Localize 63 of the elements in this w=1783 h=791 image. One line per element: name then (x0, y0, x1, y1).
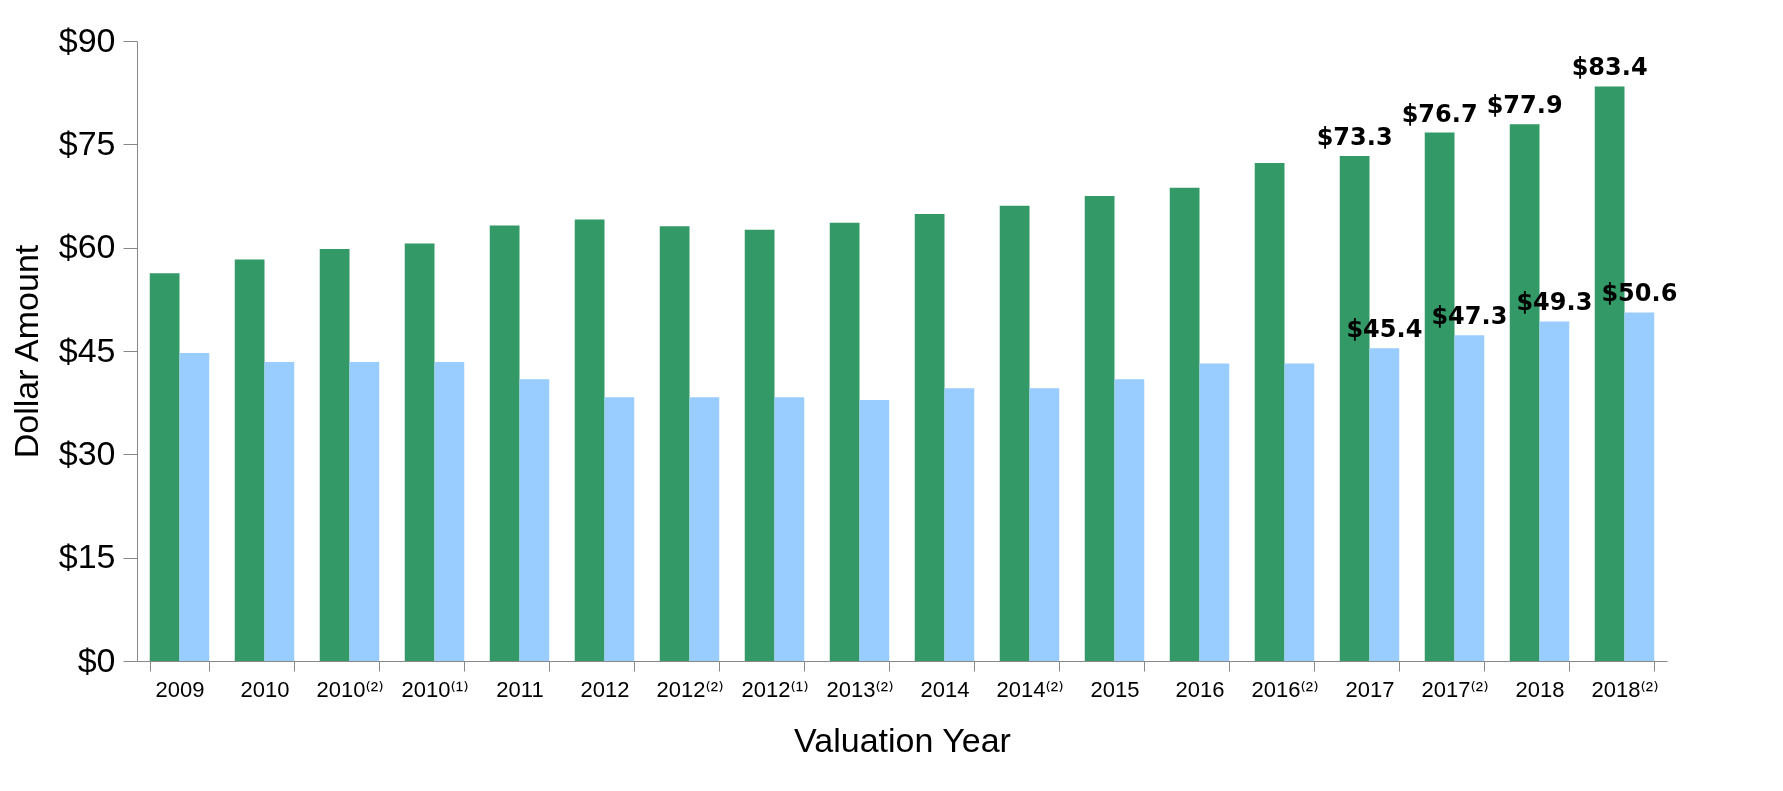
x-tick-label: 2016⁽²⁾ (1251, 676, 1319, 702)
bar (1254, 162, 1285, 661)
y-tick-label: $15 (58, 537, 116, 576)
bar (659, 226, 690, 661)
bar (1114, 379, 1145, 661)
bar (774, 397, 805, 661)
bar (744, 229, 775, 661)
x-tick-label: 2017⁽²⁾ (1421, 676, 1489, 702)
y-tick-label: $45 (58, 330, 116, 369)
bar (944, 388, 975, 661)
x-tick-label: 2010⁽¹⁾ (401, 676, 469, 702)
bar (999, 205, 1030, 661)
data-label: $76.7 (1401, 99, 1478, 128)
bar (914, 213, 945, 661)
x-tick-label: 2014⁽²⁾ (996, 676, 1064, 702)
bar (689, 397, 720, 661)
bar (179, 353, 210, 661)
data-label: $77.9 (1486, 91, 1563, 120)
bar (1624, 312, 1655, 661)
x-tick-label: 2012 (580, 676, 630, 702)
y-tick-label: $75 (58, 123, 116, 162)
bar (404, 243, 435, 661)
bar (604, 397, 635, 661)
y-axis-title: Dollar Amount (6, 244, 45, 459)
bar (1454, 335, 1485, 661)
bar (149, 273, 180, 661)
y-tick-label: $60 (58, 227, 116, 266)
x-tick-label: 2010⁽²⁾ (316, 676, 384, 702)
x-tick-label: 2018 (1515, 676, 1565, 702)
x-tick-label: 2012⁽²⁾ (656, 676, 724, 702)
x-tick-label: 2012⁽¹⁾ (741, 676, 809, 702)
bar (349, 362, 380, 661)
bar (234, 259, 265, 661)
bar (574, 219, 605, 661)
bar (1199, 363, 1230, 661)
x-tick-label: 2010 (240, 676, 290, 702)
y-tick-label: $0 (77, 640, 116, 679)
bar (434, 362, 465, 661)
x-tick-label: 2013⁽²⁾ (826, 676, 894, 702)
bar (519, 379, 550, 661)
bar (319, 249, 350, 661)
x-tick-label: 2017 (1345, 676, 1395, 702)
bar (1539, 321, 1570, 661)
x-tick-label: 2014 (920, 676, 970, 702)
x-tick-label: 2015 (1090, 676, 1140, 702)
x-tick-label: 2009 (155, 676, 205, 702)
x-tick-label: 2016 (1175, 676, 1225, 702)
x-axis-title: Valuation Year (794, 720, 1011, 759)
bar (1169, 187, 1200, 661)
bar (1029, 388, 1060, 661)
y-tick-label: $30 (58, 433, 116, 472)
bar (829, 222, 860, 661)
bar (1369, 348, 1400, 661)
bar (1284, 363, 1315, 661)
bar (264, 362, 295, 661)
bar (489, 225, 520, 661)
data-label: $83.4 (1571, 53, 1648, 82)
x-tick-label: 2018⁽²⁾ (1591, 676, 1659, 702)
bar (859, 399, 890, 661)
data-label: $73.3 (1316, 123, 1393, 152)
bar (1084, 196, 1115, 661)
y-tick-label: $90 (58, 20, 116, 59)
x-tick-label: 2011 (496, 676, 544, 702)
